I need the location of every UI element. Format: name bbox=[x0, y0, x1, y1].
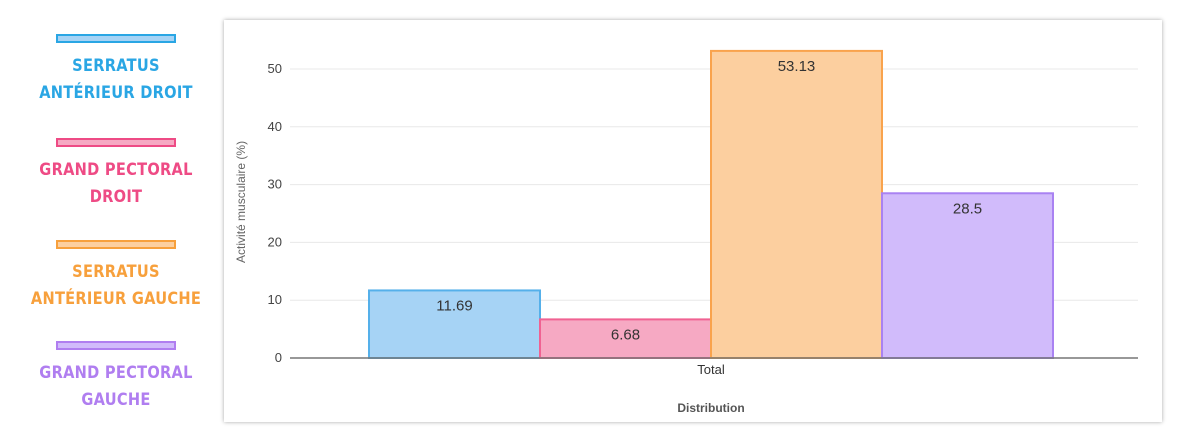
y-tick-label: 50 bbox=[268, 61, 282, 76]
bar bbox=[710, 49, 883, 359]
bar bbox=[368, 289, 541, 359]
legend-label: SERRATUS ANTÉRIEUR GAUCHE bbox=[30, 262, 202, 309]
legend-swatch bbox=[56, 34, 176, 43]
legend-swatch bbox=[56, 138, 176, 147]
data-label: 11.69 bbox=[436, 297, 472, 314]
y-tick-label: 30 bbox=[268, 177, 282, 192]
y-axis-title: Activité musculaire (%) bbox=[234, 141, 248, 263]
legend-label: GRAND PECTORAL DROIT bbox=[39, 160, 193, 207]
data-label: 6.68 bbox=[611, 326, 640, 343]
data-label: 53.13 bbox=[778, 58, 816, 75]
x-tick-label: Total bbox=[697, 362, 725, 377]
legend-label: SERRATUS ANTÉRIEUR DROIT bbox=[39, 56, 193, 103]
y-tick-label: 20 bbox=[268, 234, 282, 249]
bar-chart: 0 10 20 30 40 50 11.69 6.68 53.13 28.5 Total Distri… bbox=[234, 49, 1138, 415]
legend-item: GRAND PECTORAL GAUCHE bbox=[0, 341, 232, 414]
y-tick-label: 40 bbox=[268, 119, 282, 134]
y-tick-label: 10 bbox=[268, 292, 282, 307]
x-axis-title: Distribution bbox=[677, 401, 744, 415]
legend-swatch bbox=[56, 341, 176, 350]
legend-item: GRAND PECTORAL DROIT bbox=[0, 138, 232, 211]
chart-panel: 0 10 20 30 40 50 11.69 6.68 53.13 28.5 Total Distri… bbox=[224, 20, 1162, 422]
legend-swatch bbox=[56, 240, 176, 249]
legend-item: SERRATUS ANTÉRIEUR GAUCHE bbox=[0, 240, 232, 313]
y-tick-label: 0 bbox=[275, 350, 282, 365]
data-label: 28.5 bbox=[953, 200, 982, 217]
legend-label: GRAND PECTORAL GAUCHE bbox=[39, 363, 193, 410]
legend-item: SERRATUS ANTÉRIEUR DROIT bbox=[0, 34, 232, 107]
bar bbox=[881, 192, 1054, 359]
chart-legend: SERRATUS ANTÉRIEUR DROIT GRAND PECTORAL D… bbox=[0, 0, 232, 447]
